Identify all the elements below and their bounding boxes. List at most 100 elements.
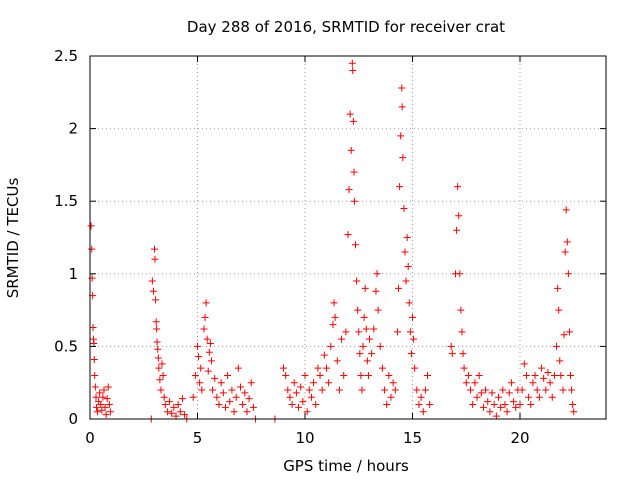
data-point [350,168,358,176]
data-point [479,403,487,411]
data-point [297,383,305,391]
data-point [156,376,164,384]
grid [90,56,606,419]
data-point [570,408,578,416]
data-point [166,398,174,406]
data-point [230,408,238,416]
data-point [327,342,335,350]
data-point [104,383,112,391]
data-point [349,117,357,125]
data-point [507,379,515,387]
plot-frame [89,55,607,420]
data-point [561,248,569,256]
data-point [307,393,315,401]
x-tick-label: 15 [403,429,422,447]
data-point [211,374,219,382]
data-point [499,386,507,394]
data-point [151,245,158,253]
data-point [103,395,111,403]
data-point [358,386,366,394]
data-point [356,350,364,358]
data-point [361,284,369,292]
data-point [245,395,253,403]
data-point [400,204,408,212]
data-point [529,379,537,387]
data-point [410,335,418,343]
data-point [148,277,156,285]
data-point [282,371,290,379]
data-point [456,270,464,278]
data-point [419,408,427,416]
data-point [323,364,330,372]
data-point [469,400,477,408]
data-point [349,67,357,75]
tick-labels: 0 5 10 15 20 0 0.5 1 1.5 2 2.5 [54,47,529,447]
data-point [97,400,105,408]
data-point [325,379,333,387]
data-point [329,321,337,329]
data-point [90,355,98,363]
data-point [178,395,186,403]
data-point [475,371,483,379]
data-point [239,400,247,408]
data-point [378,364,386,372]
data-point [163,408,171,416]
axis-ticks [89,55,606,420]
data-point [447,342,455,350]
data-point [373,270,381,278]
data-point [157,386,165,394]
data-point [152,296,160,304]
data-point [198,386,206,394]
data-point [200,325,208,333]
data-point [295,403,303,411]
data-point [533,386,541,394]
data-point [458,328,466,336]
data-point [243,408,251,416]
data-point [383,400,391,408]
data-point [477,389,485,397]
data-point [153,325,161,333]
data-point [522,371,530,379]
data-point [189,393,197,401]
data-point [301,371,309,379]
x-tick-label: 20 [510,429,529,447]
data-point [462,379,470,387]
data-point [152,318,160,326]
data-point [403,234,411,241]
data-point [546,379,554,387]
data-point [488,389,496,397]
data-point [555,306,563,314]
data-point [153,338,161,346]
data-point [288,400,296,408]
data-point [196,379,204,387]
data-point [510,398,518,406]
y-tick-label: 2 [68,120,78,138]
data-point [249,403,257,411]
data-point [454,183,462,191]
data-point [540,374,548,382]
data-point [569,400,577,408]
data-point [520,360,528,368]
data-point [354,306,362,314]
data-point [411,364,419,372]
data-point [191,371,199,379]
data-point [548,393,556,401]
data-point [224,371,232,379]
data-point [471,379,479,387]
data-point [219,389,227,397]
data-point [544,369,552,377]
data-point [247,379,255,387]
y-tick-label: 0.5 [54,337,78,355]
data-point [556,357,564,365]
data-point [415,400,423,408]
data-point [568,386,576,394]
data-point [567,371,575,379]
data-point [407,350,415,358]
data-point [284,386,292,394]
data-point [209,386,217,394]
data-point [397,132,405,140]
data-point [170,403,178,411]
data-point [360,313,368,321]
data-point [389,379,397,387]
data-point [553,342,561,350]
